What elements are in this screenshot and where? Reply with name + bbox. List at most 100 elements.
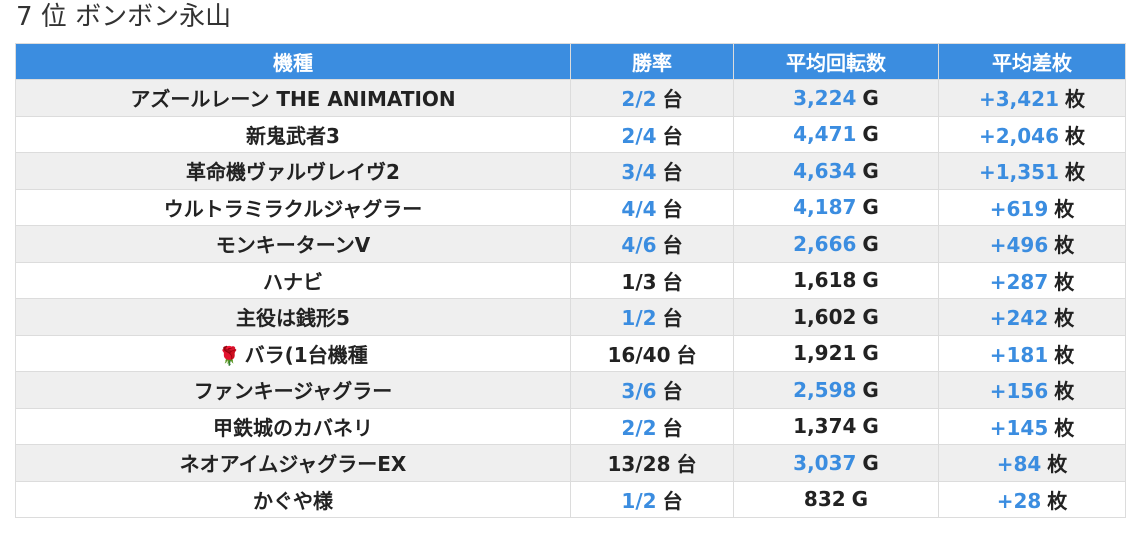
machine-name: 革命機ヴァルヴレイヴ2	[186, 160, 400, 185]
table-row[interactable]: 革命機ヴァルヴレイヴ2 3/4 台 4,634 G +1,351 枚	[15, 152, 1126, 190]
average-spins-cell: 4,471 G	[733, 115, 939, 153]
average-diff-cell: +1,351 枚	[938, 152, 1126, 190]
win-rate-cell-unit: 台	[662, 415, 683, 440]
average-spins-cell: 2,598 G	[733, 371, 939, 409]
average-diff-cell-unit: 枚	[1065, 160, 1086, 185]
average-diff-cell-unit: 枚	[1047, 488, 1068, 513]
average-diff-cell-unit: 枚	[1054, 269, 1075, 294]
win-rate-cell-unit: 台	[662, 233, 683, 258]
average-diff-cell-unit: 枚	[1054, 415, 1075, 440]
average-diff-cell: +619 枚	[938, 188, 1126, 226]
average-spins-cell-unit: G	[862, 122, 879, 147]
average-diff-cell-value: +2,046	[978, 123, 1060, 148]
win-rate-cell-unit: 台	[662, 196, 683, 221]
win-rate-cell: 1/2 台	[570, 480, 734, 518]
average-spins-cell-unit: G	[862, 195, 879, 220]
average-diff-cell: +84 枚	[938, 444, 1126, 482]
table-row[interactable]: 主役は銭形5 1/2 台 1,602 G +242 枚	[15, 298, 1126, 336]
average-diff-cell-value: +242	[989, 306, 1049, 331]
average-diff-cell: +145 枚	[938, 407, 1126, 445]
average-spins-cell-unit: G	[862, 414, 879, 439]
win-rate-cell-value: 1/2	[621, 488, 657, 513]
average-spins-cell: 3,224 G	[733, 79, 939, 117]
average-spins-cell-value: 2,598	[793, 377, 857, 402]
table-row[interactable]: ウルトラミラクルジャグラー 4/4 台 4,187 G +619 枚	[15, 188, 1126, 226]
average-diff-cell-value: +3,421	[978, 87, 1060, 112]
average-diff-cell-value: +156	[989, 379, 1049, 404]
average-spins-cell-value: 832	[803, 487, 846, 512]
machine-name-cell: ハナビ	[15, 261, 571, 299]
win-rate-cell: 2/2 台	[570, 79, 734, 117]
win-rate-cell-value: 13/28	[607, 452, 671, 477]
table-row[interactable]: 新鬼武者3 2/4 台 4,471 G +2,046 枚	[15, 115, 1126, 153]
average-diff-cell-unit: 枚	[1054, 379, 1075, 404]
average-spins-cell-unit: G	[862, 231, 879, 256]
average-diff-cell-value: +181	[989, 342, 1049, 367]
machine-name-cell: 主役は銭形5	[15, 298, 571, 336]
average-diff-cell: +242 枚	[938, 298, 1126, 336]
average-diff-cell: +3,421 枚	[938, 79, 1126, 117]
machine-name-cell: かぐや様	[15, 480, 571, 518]
average-spins-cell-unit: G	[862, 450, 879, 475]
win-rate-cell-unit: 台	[662, 269, 683, 294]
machine-name-cell: アズールレーン THE ANIMATION	[15, 79, 571, 117]
average-spins-cell-value: 4,187	[793, 195, 857, 220]
column-header-machine[interactable]: 機種	[15, 43, 571, 80]
win-rate-cell-unit: 台	[662, 123, 683, 148]
table-row[interactable]: 🌹 バラ(1台機種 16/40 台 1,921 G +181 枚	[15, 334, 1126, 372]
machine-name-cell: 新鬼武者3	[15, 115, 571, 153]
table-body: アズールレーン THE ANIMATION 2/2 台 3,224 G +3,421 枚新鬼…	[15, 79, 1126, 518]
machine-name: アズールレーン THE ANIMATION	[130, 87, 456, 112]
table-header-row: 機種 勝率 平均回転数 平均差枚	[15, 43, 1126, 80]
average-spins-cell: 1,618 G	[733, 261, 939, 299]
table-row[interactable]: モンキーターンV 4/6 台 2,666 G +496 枚	[15, 225, 1126, 263]
column-header-average-spins[interactable]: 平均回転数	[733, 43, 939, 80]
page-title: 7 位 ボンボン永山	[16, 2, 232, 32]
average-spins-cell-value: 2,666	[793, 231, 857, 256]
machine-name-cell: ネオアイムジャグラーEX	[15, 444, 571, 482]
average-spins-cell: 832 G	[733, 480, 939, 518]
win-rate-cell-unit: 台	[662, 87, 683, 112]
average-spins-cell-value: 3,224	[793, 85, 857, 110]
win-rate-cell-value: 4/6	[621, 233, 657, 258]
win-rate-cell-unit: 台	[662, 379, 683, 404]
win-rate-cell-unit: 台	[676, 342, 697, 367]
column-header-average-diff[interactable]: 平均差枚	[938, 43, 1126, 80]
column-header-win-rate[interactable]: 勝率	[570, 43, 734, 80]
win-rate-cell-value: 16/40	[607, 342, 671, 367]
rose-icon: 🌹	[218, 345, 241, 367]
average-spins-cell-unit: G	[862, 304, 879, 329]
table-row[interactable]: ネオアイムジャグラーEX 13/28 台 3,037 G +84 枚	[15, 444, 1126, 482]
table-row[interactable]: かぐや様 1/2 台 832 G +28 枚	[15, 480, 1126, 518]
win-rate-cell-value: 3/6	[621, 379, 657, 404]
win-rate-cell-unit: 台	[662, 488, 683, 513]
average-diff-cell-value: +28	[996, 488, 1042, 513]
average-spins-cell-unit: G	[862, 377, 879, 402]
machine-name: ファンキージャグラー	[193, 379, 393, 404]
win-rate-cell: 4/6 台	[570, 225, 734, 263]
ranking-table-container: 機種 勝率 平均回転数 平均差枚 アズールレーン THE ANIMATION 2/…	[15, 43, 1126, 518]
table-row[interactable]: ファンキージャグラー 3/6 台 2,598 G +156 枚	[15, 371, 1126, 409]
win-rate-cell: 13/28 台	[570, 444, 734, 482]
machine-name: ネオアイムジャグラーEX	[179, 452, 407, 477]
average-spins-cell-unit: G	[862, 158, 879, 183]
average-diff-cell-unit: 枚	[1054, 306, 1075, 331]
table-row[interactable]: アズールレーン THE ANIMATION 2/2 台 3,224 G +3,421 枚	[15, 79, 1126, 117]
average-spins-cell: 3,037 G	[733, 444, 939, 482]
average-spins-cell-unit: G	[862, 341, 879, 366]
win-rate-cell: 3/4 台	[570, 152, 734, 190]
table-row[interactable]: 甲鉄城のカバネリ 2/2 台 1,374 G +145 枚	[15, 407, 1126, 445]
machine-name-cell: 甲鉄城のカバネリ	[15, 407, 571, 445]
average-diff-cell: +2,046 枚	[938, 115, 1126, 153]
average-diff-cell-unit: 枚	[1054, 342, 1075, 367]
average-spins-cell: 2,666 G	[733, 225, 939, 263]
average-diff-cell: +496 枚	[938, 225, 1126, 263]
win-rate-cell-unit: 台	[676, 452, 697, 477]
average-spins-cell: 1,921 G	[733, 334, 939, 372]
average-diff-cell-value: +145	[989, 415, 1049, 440]
machine-name: 甲鉄城のカバネリ	[213, 415, 373, 440]
win-rate-cell-value: 4/4	[621, 196, 657, 221]
average-spins-cell: 1,374 G	[733, 407, 939, 445]
machine-name: ウルトラミラクルジャグラー	[163, 196, 423, 221]
table-row[interactable]: ハナビ 1/3 台 1,618 G +287 枚	[15, 261, 1126, 299]
